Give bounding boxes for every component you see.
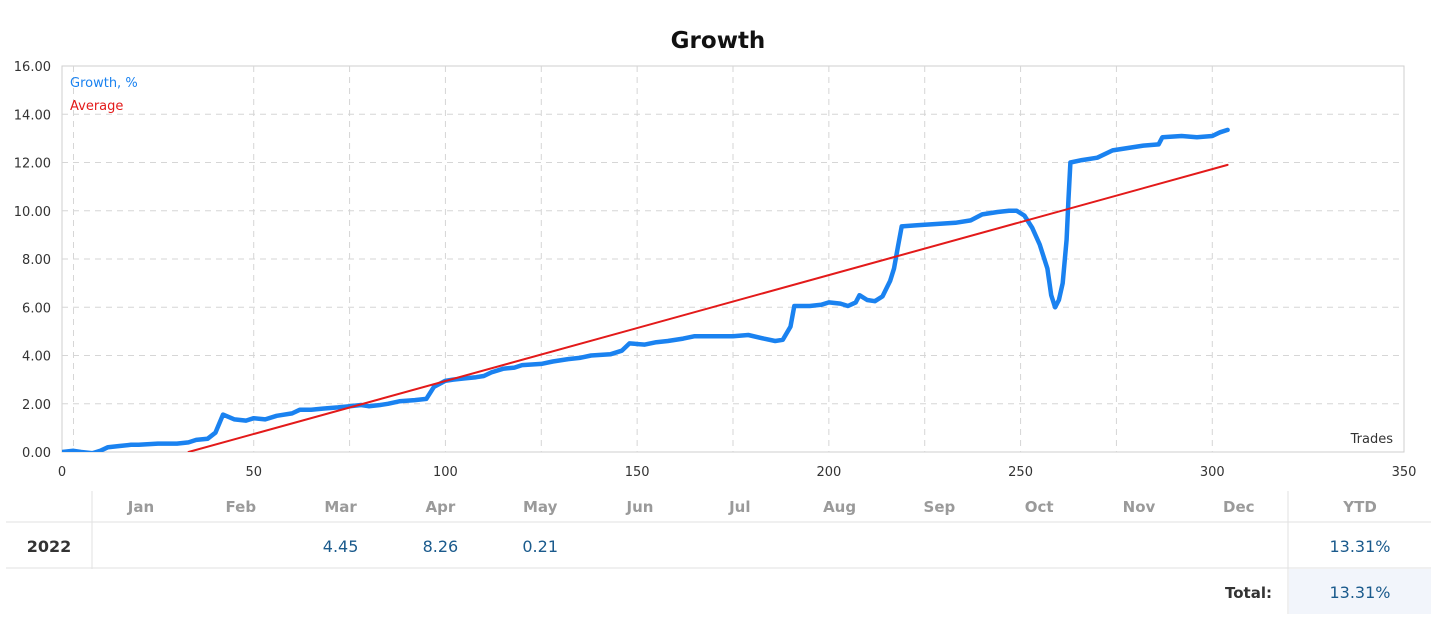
ytd-header: YTD — [1342, 498, 1377, 516]
x-tick-label: 150 — [625, 465, 650, 480]
month-header-nov: Nov — [1123, 498, 1156, 516]
y-tick-label: 6.00 — [22, 301, 51, 316]
month-header-may: May — [523, 498, 558, 516]
series-lines — [62, 127, 1230, 452]
total-value: 13.31% — [1329, 583, 1390, 602]
month-header-jul: Jul — [728, 498, 750, 516]
month-header-aug: Aug — [823, 498, 856, 516]
month-value-apr: 8.26 — [423, 537, 459, 556]
month-value-mar: 4.45 — [323, 537, 359, 556]
y-tick-label: 0.00 — [22, 446, 51, 461]
month-header-jan: Jan — [127, 498, 154, 516]
month-value-may: 0.21 — [522, 537, 558, 556]
month-header-feb: Feb — [226, 498, 257, 516]
legend-growth: Growth, % — [70, 76, 138, 91]
y-tick-label: 8.00 — [22, 253, 51, 268]
month-header-sep: Sep — [924, 498, 956, 516]
x-tick-label: 0 — [58, 465, 66, 480]
y-tick-label: 4.00 — [22, 350, 51, 365]
x-tick-label: 200 — [816, 465, 841, 480]
monthly-returns-table: Jan Feb Mar Apr May Jun Jul Aug Sep Oct Nov Dec YTD… — [6, 491, 1431, 614]
x-axis-label: Trades — [1350, 432, 1394, 447]
chart-title: Growth — [671, 28, 766, 54]
y-tick-label: 16.00 — [14, 60, 51, 75]
grid-lines — [62, 66, 1404, 452]
legend-average: Average — [70, 99, 123, 114]
row-ytd-value: 13.31% — [1329, 537, 1390, 556]
y-tick-label: 12.00 — [14, 157, 51, 172]
y-tick-label: 10.00 — [14, 205, 51, 220]
month-header-mar: Mar — [324, 498, 357, 516]
month-header-jun: Jun — [626, 498, 654, 516]
month-header-apr: Apr — [426, 498, 456, 516]
row-year-2022: 2022 — [27, 537, 72, 556]
plot-area: 0.00 2.00 4.00 6.00 8.00 10.00 12.00 14.00 16.00… — [14, 60, 1417, 480]
y-tick-label: 2.00 — [22, 398, 51, 413]
month-header-oct: Oct — [1025, 498, 1054, 516]
y-tick-label: 14.00 — [14, 108, 51, 123]
x-tick-label: 300 — [1200, 465, 1225, 480]
month-header-dec: Dec — [1223, 498, 1255, 516]
x-tick-label: 100 — [433, 465, 458, 480]
row-values-2022: 4.45 8.26 0.21 — [323, 537, 558, 556]
x-tick-label: 50 — [245, 465, 262, 480]
x-tick-label: 350 — [1392, 465, 1417, 480]
axis-tick-labels: 0.00 2.00 4.00 6.00 8.00 10.00 12.00 14.00 16.00… — [14, 60, 1417, 480]
x-tick-label: 250 — [1008, 465, 1033, 480]
month-headers: Jan Feb Mar Apr May Jun Jul Aug Sep Oct Nov Dec — [127, 498, 1255, 516]
total-label: Total: — [1225, 584, 1272, 602]
series-line-growth — [62, 127, 1230, 452]
total-cell-bg — [1289, 569, 1431, 614]
series-line-average — [187, 163, 1229, 452]
